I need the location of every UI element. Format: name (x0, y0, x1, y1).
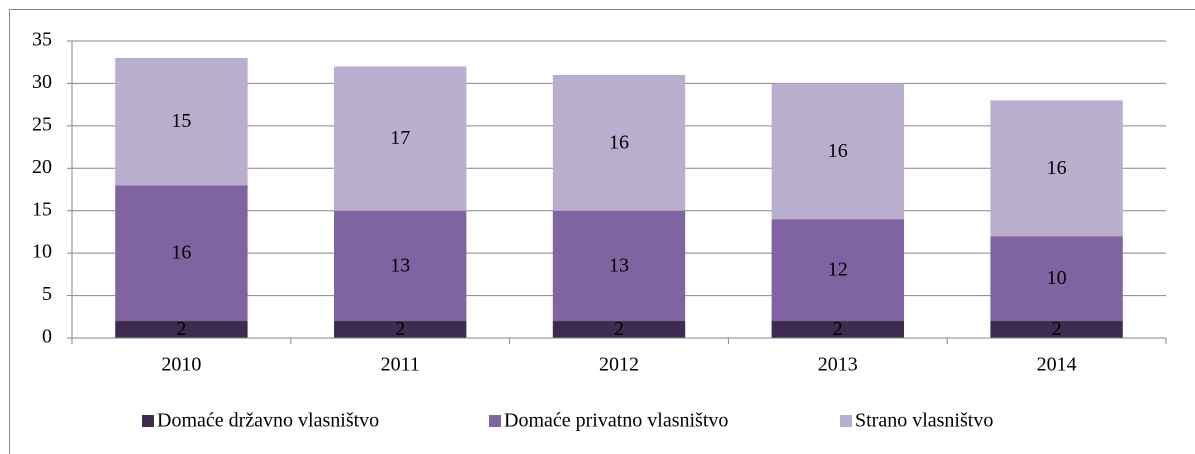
x-tick-label: 2010 (161, 354, 201, 376)
y-tick-label: 25 (32, 113, 52, 135)
bar-segment (771, 321, 904, 338)
y-tick-label: 20 (32, 156, 52, 178)
y-tick-label: 30 (32, 71, 52, 93)
x-tick-label: 2014 (1037, 354, 1077, 376)
legend-label: Domaće privatno vlasništvo (504, 410, 728, 432)
data-label: 16 (828, 140, 848, 162)
data-label: 13 (609, 254, 629, 276)
bar-segment (552, 321, 686, 338)
bar-segment (334, 321, 467, 338)
legend-swatch (489, 415, 501, 427)
chart-frame (9, 9, 1195, 454)
bar-segment (771, 83, 904, 220)
bar-segment (552, 210, 686, 322)
data-label: 17 (390, 127, 410, 149)
bar-segment (771, 219, 904, 322)
y-tick-label: 35 (32, 29, 52, 51)
y-tick-label: 10 (32, 241, 52, 263)
data-label: 13 (390, 254, 410, 276)
y-tick-label: 0 (42, 326, 52, 348)
legend-swatch (840, 415, 852, 427)
data-label: 15 (171, 110, 191, 132)
data-label: 2 (395, 318, 405, 340)
legend-swatch (142, 415, 154, 427)
data-label: 2 (176, 318, 186, 340)
data-label: 16 (1047, 157, 1067, 179)
data-label: 2 (833, 318, 843, 340)
x-tick-label: 2012 (599, 354, 639, 376)
data-label: 16 (609, 131, 629, 153)
y-tick-label: 5 (42, 283, 52, 305)
bar-segment (990, 321, 1123, 338)
x-tick-label: 2011 (381, 354, 420, 376)
y-tick-label: 15 (32, 198, 52, 220)
bar-segment (334, 210, 467, 322)
bar-segment (990, 100, 1123, 237)
data-label: 2 (614, 318, 624, 340)
x-tick-label: 2013 (818, 354, 858, 376)
bar-segment (990, 236, 1123, 322)
data-label: 2 (1052, 318, 1062, 340)
data-label: 12 (828, 259, 848, 281)
bar-segment (115, 57, 248, 186)
data-label: 10 (1047, 267, 1067, 289)
bar-segment (115, 321, 248, 338)
data-label: 16 (171, 242, 191, 264)
legend-label: Domaće državno vlasništvo (157, 410, 379, 432)
bar-segment (334, 66, 467, 211)
bar-segment (115, 185, 248, 322)
legend-label: Strano vlasništvo (855, 410, 993, 432)
bar-segment (552, 74, 686, 211)
